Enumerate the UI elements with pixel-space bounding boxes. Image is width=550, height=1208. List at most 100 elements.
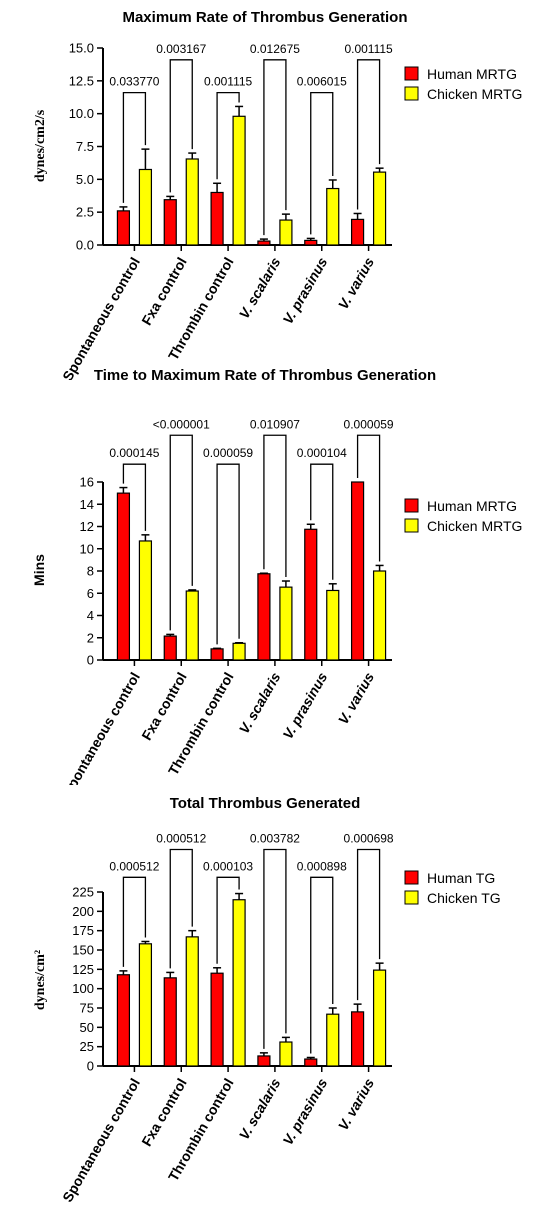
x-category-label: Spontaneous control	[59, 670, 143, 786]
y-tick-label: 8	[87, 564, 94, 579]
x-category-label: V. scalaris	[236, 669, 284, 736]
y-axis-label: dynes/cm2/s	[33, 109, 48, 182]
bar-human	[163, 977, 177, 1067]
bar-chicken	[326, 589, 340, 661]
bar-chicken	[326, 187, 340, 246]
significance-bracket	[169, 434, 193, 631]
bar-human	[210, 972, 224, 1067]
y-tick-label: 12.5	[69, 73, 94, 88]
significance-bracket	[356, 59, 381, 210]
bar-human	[304, 239, 318, 246]
x-category-label: Fxa control	[138, 670, 190, 743]
y-tick-label: 15.0	[69, 41, 94, 56]
bar-chicken	[185, 590, 199, 661]
chart-title: Maximum Rate of Thrombus Generation	[122, 9, 407, 26]
bar-chicken	[232, 899, 246, 1067]
y-tick-label: 100	[72, 981, 94, 996]
legend-swatch	[404, 86, 419, 101]
y-tick-label: 75	[80, 1001, 94, 1016]
p-value-label: 0.001115	[344, 42, 393, 56]
x-category-label: V. varius	[335, 254, 378, 312]
bar-chicken	[372, 171, 387, 246]
significance-bracket	[169, 59, 193, 193]
significance-bracket	[310, 876, 334, 1054]
y-tick-label: 6	[87, 586, 94, 601]
bar-chicken	[372, 969, 387, 1067]
bar-chicken	[279, 586, 293, 661]
significance-bracket	[356, 848, 381, 1001]
legend-swatch	[404, 518, 419, 533]
p-value-label: 0.000145	[109, 446, 159, 460]
legend-label: Chicken MRTG	[427, 518, 522, 534]
bar-human	[257, 573, 271, 661]
chart-time-to-max: Time to Maximum Rate of Thrombus Generat…	[0, 360, 550, 785]
x-category-label: V. varius	[335, 669, 378, 727]
bar-chicken	[279, 1041, 293, 1067]
chart-total-thrombus: Total Thrombus Generated dynes/cm² 0 25 50 75…	[0, 790, 550, 1208]
bar-chicken	[326, 1013, 340, 1067]
significance-bracket	[122, 876, 147, 967]
bar-chicken	[138, 168, 153, 246]
p-value-label: 0.000512	[109, 859, 159, 873]
y-tick-label: 7.5	[76, 139, 94, 154]
x-category-label: V. prasinus	[279, 669, 330, 741]
bar-human	[163, 635, 177, 661]
p-value-label: 0.003167	[156, 42, 206, 56]
bar-human	[116, 210, 131, 246]
significance-bracket	[310, 92, 334, 235]
p-value-label: 0.000104	[297, 446, 347, 460]
significance-bracket	[169, 848, 193, 969]
y-tick-label: 10.0	[69, 106, 94, 121]
bar-human	[163, 199, 177, 246]
bar-human	[304, 528, 318, 661]
p-value-label: 0.000103	[203, 859, 253, 873]
y-tick-label: 50	[80, 1020, 94, 1035]
significance-bracket	[263, 434, 287, 578]
bar-human	[116, 492, 131, 661]
p-value-label: 0.001115	[204, 75, 253, 89]
y-axis-label: Mins	[31, 554, 47, 586]
bar-chicken	[279, 219, 293, 246]
significance-bracket	[122, 92, 147, 203]
significance-bracket	[122, 463, 147, 531]
y-axis-label: dynes/cm²	[33, 950, 48, 1010]
legend-swatch	[404, 498, 419, 513]
x-category-label: V. scalaris	[236, 1075, 284, 1142]
y-tick-label: 125	[72, 962, 94, 977]
significance-bracket	[263, 59, 287, 236]
legend-swatch	[404, 870, 419, 885]
p-value-label: 0.012675	[250, 42, 300, 56]
bar-human	[210, 191, 224, 246]
y-tick-label: 25	[80, 1039, 94, 1054]
x-category-label: Fxa control	[138, 1076, 190, 1149]
p-value-label: 0.000898	[297, 859, 347, 873]
significance-bracket	[263, 848, 287, 1049]
p-value-label: 0.006015	[297, 75, 347, 89]
y-tick-label: 150	[72, 943, 94, 958]
bar-human	[257, 1055, 271, 1067]
bar-human	[257, 240, 271, 246]
bar-chicken	[185, 158, 199, 246]
bar-chicken	[232, 642, 246, 661]
x-category-label: V. varius	[335, 1075, 378, 1133]
bar-human	[350, 481, 365, 661]
legend-label: Chicken MRTG	[427, 86, 522, 102]
x-category-label: Fxa control	[138, 255, 190, 328]
bar-human	[350, 218, 365, 246]
y-tick-label: 12	[80, 519, 94, 534]
p-value-label: <0.000001	[153, 417, 210, 431]
p-value-label: 0.000059	[344, 417, 394, 431]
x-category-label: V. prasinus	[279, 1075, 330, 1147]
y-tick-label: 10	[80, 541, 94, 556]
bar-chicken	[372, 570, 387, 661]
y-tick-label: 14	[80, 497, 94, 512]
x-category-label: V. prasinus	[279, 254, 330, 326]
significance-bracket	[216, 92, 240, 180]
y-tick-label: 0	[87, 1059, 94, 1074]
bar-chicken	[138, 943, 153, 1067]
y-tick-label: 225	[72, 885, 94, 900]
p-value-label: 0.010907	[250, 417, 300, 431]
x-category-label: Spontaneous control	[59, 1076, 143, 1205]
chart-max-rate-svg: Maximum Rate of Thrombus Generation dynes…	[33, 9, 522, 380]
y-tick-label: 2	[87, 630, 94, 645]
